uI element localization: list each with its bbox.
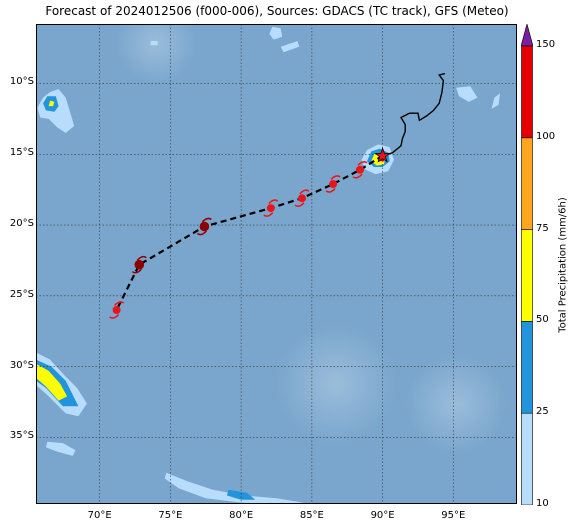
colorbar-band: [521, 137, 533, 230]
colorbar-tick-label: 50: [536, 314, 549, 326]
map-canvas[interactable]: [36, 24, 517, 504]
longitude-label: 85°E: [299, 510, 324, 521]
longitude-label: 70°E: [87, 510, 112, 521]
map-title: Forecast of 2024012506 (f000-006), Sourc…: [45, 4, 509, 18]
cyclone-position-marker[interactable]: [263, 199, 279, 217]
cyclone-position-marker[interactable]: [352, 160, 368, 179]
longitude-label: 75°E: [158, 510, 183, 521]
colorbar-extend-triangle: [521, 24, 533, 47]
longitude-label: 90°E: [370, 510, 395, 521]
latitude-label: 25°S: [9, 288, 34, 300]
latitude-label: 30°S: [9, 359, 34, 371]
latitude-label: 15°S: [9, 147, 34, 159]
latitude-label: 10°S: [9, 76, 34, 88]
cloud-shading: [116, 24, 196, 84]
colorbar-tick-label: 25: [536, 406, 549, 418]
precipitation-contour: [150, 41, 158, 46]
colorbar-label: Total Precipitation (mm/6h): [557, 197, 569, 333]
current-position-star-icon[interactable]: [374, 146, 391, 163]
precipitation-contour: [269, 26, 283, 40]
precipitation-contour: [280, 41, 300, 53]
colorbar-band: [521, 45, 533, 139]
colorbar-band: [521, 321, 533, 414]
longitude-label: 95°E: [441, 510, 466, 521]
past-track-line: [382, 72, 446, 157]
cyclone-position-marker[interactable]: [109, 301, 125, 319]
latitude-label: 20°S: [9, 218, 34, 230]
precipitation-contour: [491, 93, 500, 109]
longitude-label: 80°E: [229, 510, 254, 521]
precipitation-contour: [456, 86, 478, 102]
cyclone-position-marker[interactable]: [131, 255, 147, 274]
precipitation-contour: [48, 100, 55, 107]
cyclone-position-marker[interactable]: [325, 175, 341, 193]
latitude-label: 35°S: [9, 430, 34, 442]
colorbar-band: [521, 412, 533, 505]
precipitation-colorbar: [521, 24, 533, 505]
forecast-track-line: [115, 154, 384, 311]
cloud-shading: [276, 324, 396, 444]
colorbar-tick-label: 75: [536, 222, 549, 234]
precipitation-contour: [36, 363, 68, 401]
precipitation-contour: [164, 472, 304, 504]
precipitation-contour: [45, 441, 76, 456]
precipitation-contour: [227, 489, 256, 500]
colorbar-tick-label: 10: [536, 498, 549, 509]
colorbar-band: [521, 229, 533, 322]
colorbar-tick-label: 150: [536, 39, 556, 50]
cloud-shading: [406, 354, 506, 454]
colorbar-tick-label: 100: [536, 130, 556, 142]
cyclone-position-marker[interactable]: [294, 189, 310, 208]
cyclone-position-marker[interactable]: [196, 217, 212, 236]
map-border: [36, 24, 517, 504]
map-plot-area[interactable]: [36, 24, 517, 504]
